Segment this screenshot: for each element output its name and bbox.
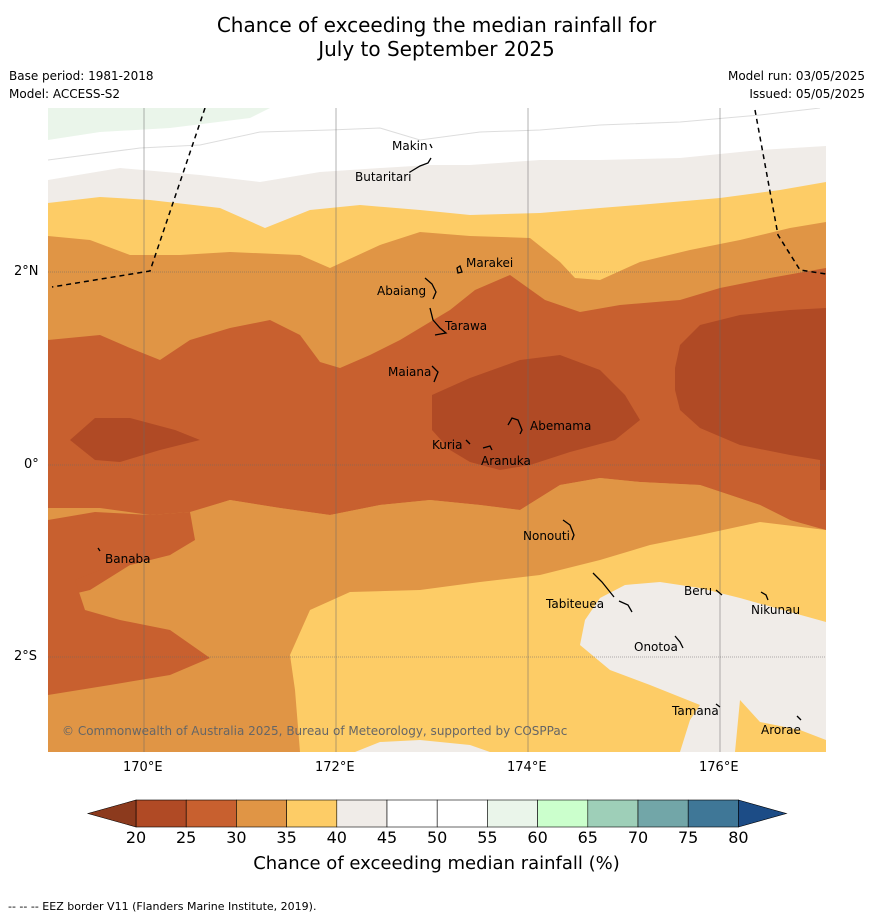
place-label-makin: Makin — [392, 139, 428, 153]
map-contours — [48, 108, 826, 752]
place-label-beru: Beru — [684, 584, 713, 598]
contour-20-25-east — [675, 308, 826, 490]
place-label-tamana: Tamana — [672, 704, 719, 718]
place-label-abaiang: Abaiang — [377, 284, 427, 298]
place-label-nikunau: Nikunau — [751, 603, 801, 617]
colorbar-tick-label: 20 — [125, 828, 147, 847]
colorbar-segment-55-60 — [487, 799, 538, 828]
colorbar-segment-60-65 — [537, 799, 589, 828]
base-period: Base period: 1981-2018 — [9, 69, 154, 83]
x-tick-170e: 170°E — [123, 760, 163, 775]
colorbar-segment-50-55 — [436, 799, 488, 828]
x-tick-176e: 176°E — [699, 760, 739, 775]
y-tick-0: 0° — [24, 457, 39, 472]
contour-25-30-south — [48, 512, 210, 695]
colorbar-segment-30-35 — [236, 799, 287, 828]
place-label-aranuka: Aranuka — [481, 454, 531, 468]
contour-40-45-south — [580, 582, 826, 752]
eez-footnote: -- -- -- EEZ border V11 (Flanders Marine… — [8, 900, 317, 913]
colorbar-tick-label: 30 — [226, 828, 247, 847]
colorbar-extend-low — [86, 799, 137, 828]
colorbar-tick-label: 45 — [376, 828, 398, 847]
colorbar — [86, 799, 788, 828]
copyright-notice: © Commonwealth of Australia 2025, Bureau… — [62, 724, 568, 738]
colorbar-segment-65-70 — [587, 799, 639, 828]
x-tick-174e: 174°E — [507, 760, 547, 775]
colorbar-tick-label: 80 — [728, 828, 749, 847]
place-label-tabiteuea: Tabiteuea — [546, 597, 605, 611]
island-outlines — [97, 143, 802, 721]
colorbar-extend-high — [738, 799, 788, 828]
place-label-butaritari: Butaritari — [355, 170, 412, 184]
contour-55-60 — [48, 108, 270, 140]
colorbar-tick-label: 50 — [427, 828, 448, 847]
colorbar-tick-label: 35 — [276, 828, 297, 847]
place-label-onotoa: Onotoa — [634, 640, 678, 654]
place-label-arorae: Arorae — [761, 723, 801, 737]
place-label-tarawa: Tarawa — [445, 319, 488, 333]
colorbar-tick-label: 40 — [326, 828, 347, 847]
model-run-date: Model run: 03/05/2025 — [727, 69, 865, 83]
map-title-line2: July to September 2025 — [318, 37, 555, 61]
colorbar-title: Chance of exceeding median rainfall (%) — [253, 853, 620, 874]
x-tick-172e: 172°E — [315, 760, 355, 775]
eez-border-east — [754, 109, 826, 275]
colorbar-tick-label: 70 — [627, 828, 649, 847]
colorbar-tick-label: 75 — [678, 828, 699, 847]
y-tick-2n: 2°N — [14, 264, 39, 279]
place-label-nonouti: Nonouti — [523, 529, 570, 543]
colorbar-tick-label: 55 — [477, 828, 498, 847]
colorbar-segment-75-80 — [687, 799, 739, 828]
eez-border-west — [51, 108, 206, 288]
model-name: Model: ACCESS-S2 — [9, 87, 121, 101]
place-label-maiana: Maiana — [388, 365, 432, 379]
y-tick-2s: 2°S — [14, 649, 38, 664]
colorbar-segment-20-25 — [135, 799, 187, 828]
colorbar-segment-45-50 — [386, 799, 438, 828]
colorbar-segment-25-30 — [185, 799, 237, 828]
issued-date: Issued: 05/05/2025 — [749, 87, 865, 101]
colorbar-segment-70-75 — [637, 799, 689, 828]
place-label-marakei: Marakei — [466, 256, 514, 270]
place-label-abemama: Abemama — [530, 419, 592, 433]
colorbar-tick-label: 60 — [527, 828, 548, 847]
colorbar-tick-label: 65 — [577, 828, 598, 847]
colorbar-tick-label: 25 — [176, 828, 197, 847]
colorbar-segment-35-40 — [286, 799, 338, 828]
place-label-banaba: Banaba — [105, 552, 151, 566]
colorbar-segment-40-45 — [336, 799, 388, 828]
gridlines — [48, 108, 826, 752]
map-title-line1: Chance of exceeding the median rainfall … — [216, 13, 657, 37]
place-label-kuria: Kuria — [432, 438, 463, 452]
contour-20-25-central — [432, 355, 640, 470]
contour-20-25-west — [70, 418, 200, 462]
